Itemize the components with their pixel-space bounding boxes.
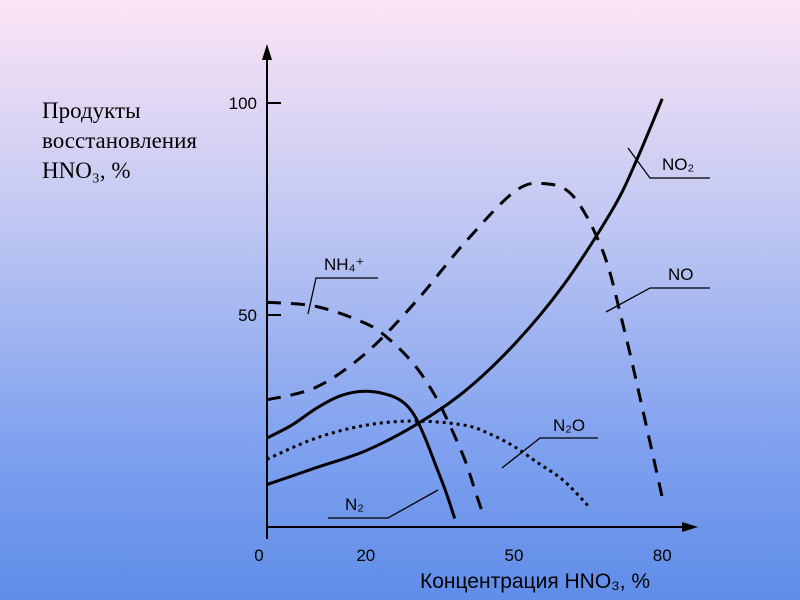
- annotation-label-no: NO: [668, 265, 694, 284]
- series-line-n2: [266, 389, 457, 519]
- series-line-nh4: [266, 300, 486, 519]
- y-axis-label-line-3: HNO₃, %: [42, 158, 131, 183]
- x-axis-arrow: [682, 522, 698, 532]
- y-tick-label-100: 100: [229, 94, 257, 113]
- x-axis-label: Концентрация HNO₃, %: [420, 570, 651, 593]
- annotation-label-no2: NO₂: [662, 155, 694, 174]
- x-tick-label-50: 50: [505, 546, 524, 565]
- annotation-leader-nh4: [307, 277, 378, 315]
- x-tick-label-0: 0: [254, 546, 263, 565]
- y-axis-label: Продукты восстановления HNO₃, %: [42, 96, 197, 186]
- annotation-leader-n2o: [501, 437, 598, 469]
- annotation-leader-no2: [627, 147, 710, 179]
- y-axis-label-line-1: Продукты: [42, 98, 141, 123]
- annotation-leader-no: [605, 287, 710, 313]
- y-axis-arrow: [262, 44, 272, 60]
- annotation-label-n2: N₂: [345, 495, 364, 514]
- annotation-label-n2o: N₂O: [553, 416, 585, 435]
- series-line-no2: [266, 98, 664, 487]
- series-line-n2o: [266, 419, 590, 507]
- annotation-label-nh4: NH₄⁺: [324, 255, 364, 274]
- series-line-no: [266, 181, 664, 498]
- x-tick-label-80: 80: [653, 546, 672, 565]
- y-axis-label-line-2: восстановления: [42, 128, 197, 153]
- x-tick-label-20: 20: [356, 546, 375, 565]
- annotation-leader-n2: [328, 489, 439, 519]
- y-tick-label-50: 50: [238, 306, 257, 325]
